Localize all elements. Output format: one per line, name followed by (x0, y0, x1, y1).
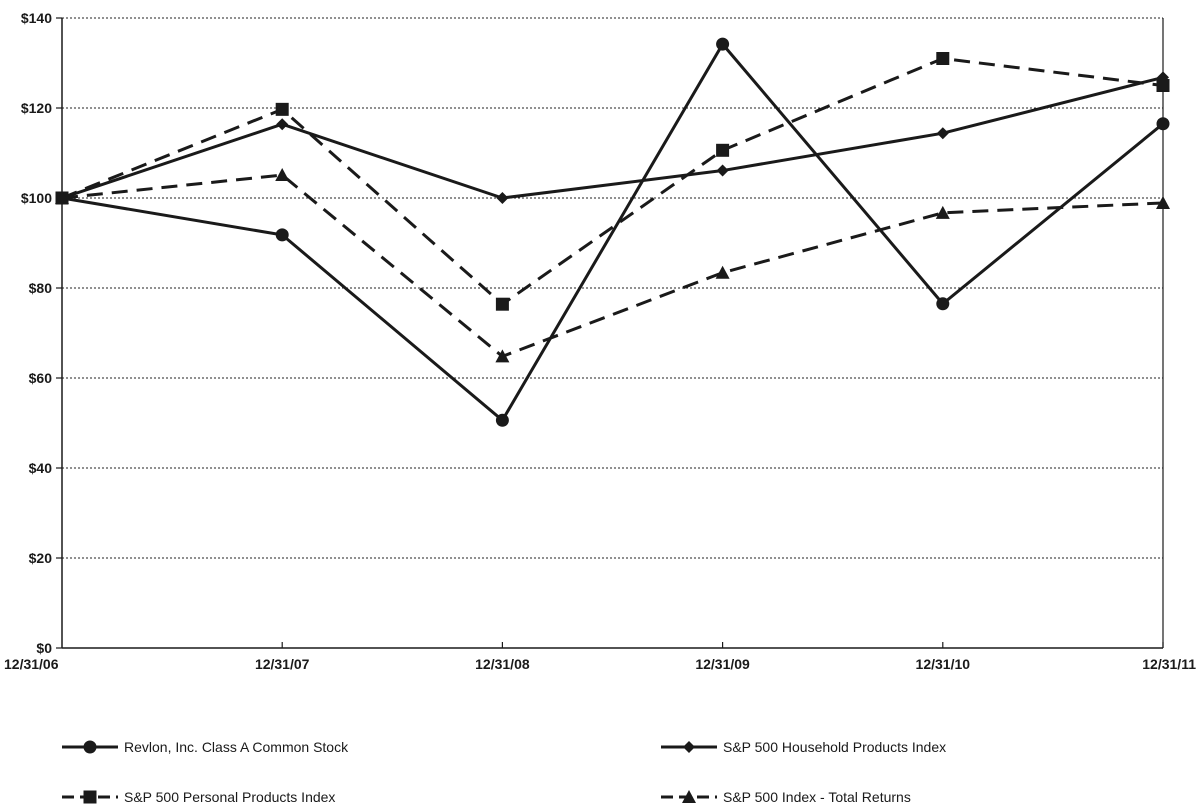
data-point-triangle (715, 265, 730, 279)
data-point-circle (275, 228, 289, 242)
axes (56, 17, 1164, 649)
legend-label: Revlon, Inc. Class A Common Stock (124, 739, 349, 755)
legend-label: S&P 500 Personal Products Index (124, 789, 335, 805)
y-tick-labels: $0 $20 $40 $60 $80 $100 $120 $140 (21, 10, 52, 656)
legend-label: S&P 500 Index - Total Returns (723, 789, 911, 805)
data-point-square (495, 297, 509, 311)
legend-marker-diamond (683, 741, 695, 753)
y-tick-label: $80 (29, 280, 53, 296)
data-point-square (275, 102, 289, 116)
series-sandp-500-index-total-returns (55, 168, 1170, 363)
data-point-square (1156, 79, 1170, 92)
x-tick-label: 12/31/09 (695, 656, 750, 672)
series-line (61, 41, 1164, 423)
x-tick-label: 12/31/08 (475, 656, 530, 672)
legend-item-sandp-500-personal-products-index: S&P 500 Personal Products Index (62, 789, 335, 805)
x-tick-label: 12/31/07 (255, 656, 310, 672)
x-tick-label: 12/31/06 (4, 656, 59, 672)
legend-label: S&P 500 Household Products Index (723, 739, 946, 755)
y-tick-label: $60 (29, 370, 53, 386)
x-tick-label: 12/31/10 (916, 656, 971, 672)
data-point-triangle (495, 349, 510, 363)
series-sandp-500-personal-products-index (55, 52, 1170, 311)
legend: Revlon, Inc. Class A Common Stock S&P 500… (62, 739, 946, 805)
series-line (61, 75, 1164, 200)
legend-marker-square (83, 790, 97, 804)
series-line (61, 173, 1164, 359)
y-tick-label: $100 (21, 190, 52, 206)
y-tick-label: $40 (29, 460, 53, 476)
series-line (61, 56, 1164, 307)
series-sandp-500-household-products-index (56, 71, 1169, 204)
y-tick-label: $0 (36, 640, 52, 656)
series-revlon-inc-class-a-common-stock (55, 37, 1170, 427)
x-tick-labels: 12/31/06 12/31/07 12/31/08 12/31/09 12/31/10… (4, 656, 1196, 672)
data-point-diamond (496, 192, 509, 204)
data-point-square (936, 52, 950, 65)
data-point-diamond (936, 127, 949, 140)
legend-marker-triangle (682, 790, 696, 803)
x-tick-label: 12/31/11 (1142, 656, 1196, 672)
legend-item-revlon-inc-class-a-common-stock: Revlon, Inc. Class A Common Stock (62, 739, 349, 755)
legend-item-sandp-500-index-total-returns: S&P 500 Index - Total Returns (661, 789, 911, 805)
data-point-triangle (275, 168, 290, 182)
data-point-circle (716, 37, 730, 51)
data-point-square (716, 143, 730, 157)
data-point-circle (936, 297, 950, 311)
y-tick-label: $120 (21, 100, 52, 116)
legend-item-sandp-500-household-products-index: S&P 500 Household Products Index (661, 739, 946, 755)
y-tick-label: $20 (29, 550, 53, 566)
series-lines (55, 37, 1170, 427)
legend-marker-circle (83, 740, 97, 754)
data-point-triangle (1156, 195, 1170, 209)
data-point-triangle (55, 191, 69, 204)
data-point-circle (1156, 117, 1170, 131)
grid-lines (62, 17, 1163, 559)
data-point-circle (495, 413, 509, 427)
y-tick-label: $140 (21, 10, 52, 26)
data-point-diamond (276, 118, 289, 131)
data-point-triangle (935, 205, 950, 219)
data-point-diamond (716, 164, 729, 177)
